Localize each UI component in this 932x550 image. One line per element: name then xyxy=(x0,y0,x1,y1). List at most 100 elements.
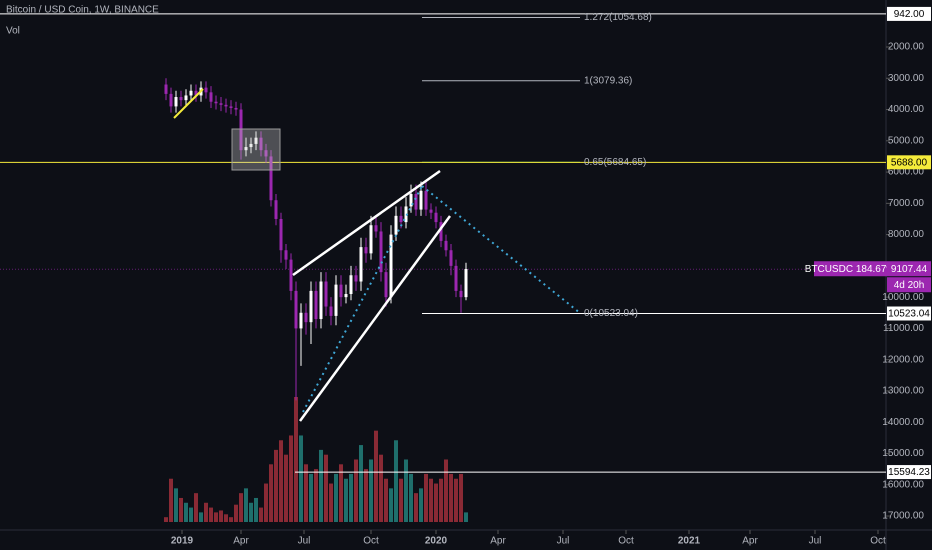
x-tick-label: Jul xyxy=(557,536,570,547)
candle-body xyxy=(439,222,443,241)
y-tick-label: 13000.00 xyxy=(882,386,924,397)
x-tick-label: Oct xyxy=(870,536,886,547)
volume-bar xyxy=(244,488,248,522)
candle-body xyxy=(219,103,223,105)
x-tick-label: Jul xyxy=(809,536,822,547)
volume-bar xyxy=(184,502,188,522)
candle-body xyxy=(344,294,348,298)
candle-body xyxy=(449,250,453,266)
drawings xyxy=(173,88,581,422)
candle-body xyxy=(399,215,403,223)
countdown-label: 4d 20h xyxy=(894,280,925,291)
volume-bar xyxy=(279,440,283,522)
candle-body xyxy=(274,200,278,219)
fib-label: 0.65(5684.65) xyxy=(584,157,646,168)
candle-body xyxy=(364,247,368,254)
volume-label: Vol xyxy=(6,26,20,37)
fib-label: 1(3079.36) xyxy=(584,75,632,86)
candle-body xyxy=(239,109,243,151)
volume-bar xyxy=(314,469,318,522)
candle-body xyxy=(299,312,303,329)
candle-body xyxy=(384,272,388,298)
candle-body xyxy=(379,231,383,273)
y-tick-label: 2000.00 xyxy=(888,42,925,53)
volume-bar xyxy=(169,478,173,522)
candle-body xyxy=(224,104,228,107)
volume-bar xyxy=(259,507,263,522)
fib-label: 1.272(1054.68) xyxy=(584,12,652,23)
candle-body xyxy=(389,234,393,298)
candle-body xyxy=(269,156,273,201)
x-tick-label: 2021 xyxy=(678,536,701,547)
candle-body xyxy=(324,281,328,307)
price-label-box xyxy=(887,306,931,321)
volume-bar xyxy=(254,497,258,522)
trend-line xyxy=(173,88,204,119)
volume-bar xyxy=(289,435,293,522)
volume-bar xyxy=(304,464,308,522)
x-tick-label: Apr xyxy=(742,536,758,547)
candle-body xyxy=(309,290,313,323)
candle-body xyxy=(264,150,268,157)
candle-body xyxy=(169,93,173,107)
x-tick-label: Apr xyxy=(490,536,506,547)
candle-body xyxy=(349,275,353,295)
x-tick-label: Apr xyxy=(233,536,249,547)
y-tick-label: 5000.00 xyxy=(888,135,925,146)
trend-line xyxy=(292,169,441,277)
price-label: 942.00 xyxy=(894,9,925,20)
volume-bar xyxy=(339,464,343,522)
volume-bar xyxy=(284,454,288,522)
volume-bar xyxy=(249,502,253,522)
volume-bar xyxy=(379,454,383,522)
candle-body xyxy=(229,106,233,108)
candle-body xyxy=(334,284,338,316)
price-label: 5688.00 xyxy=(891,157,928,168)
volume-bar xyxy=(319,449,323,522)
price-label: 10523.04 xyxy=(888,309,930,320)
candle-body xyxy=(434,212,438,223)
trend-line xyxy=(298,215,452,422)
dotted-line xyxy=(302,185,423,413)
countdown-box xyxy=(887,277,931,293)
volume-bar xyxy=(239,493,243,522)
y-tick-label: 15000.00 xyxy=(882,448,924,459)
candle-body xyxy=(164,84,168,94)
volume-bar xyxy=(309,473,313,522)
candle-body xyxy=(234,107,238,110)
price-label-box xyxy=(887,155,931,170)
y-tick-label: 10000.00 xyxy=(882,292,924,303)
candle-body xyxy=(179,97,183,101)
volume-bar xyxy=(439,478,443,522)
volume-bar xyxy=(204,502,208,522)
candle-body xyxy=(244,147,248,151)
y-tick-label: 16000.00 xyxy=(882,479,924,490)
volume-bar xyxy=(404,459,408,522)
volume-bar xyxy=(179,497,183,522)
volume-bar xyxy=(344,478,348,522)
volume-bar xyxy=(164,517,168,522)
volume-bar xyxy=(444,459,448,522)
volume-bar xyxy=(194,493,198,522)
y-tick-label: 17000.00 xyxy=(882,511,924,522)
volume-bar xyxy=(189,507,193,522)
candle-body xyxy=(304,312,308,323)
volume-bar xyxy=(374,430,378,522)
y-tick-label: 12000.00 xyxy=(882,354,924,365)
volume-bar xyxy=(419,488,423,522)
candle-body xyxy=(339,284,343,298)
y-tick-label: 7000.00 xyxy=(888,198,925,209)
candle-body xyxy=(394,215,398,235)
candle-body xyxy=(369,225,373,254)
candle-body xyxy=(214,101,218,104)
candle-body xyxy=(374,225,378,232)
candle-body xyxy=(454,265,458,291)
y-tick-label: 3000.00 xyxy=(888,73,925,84)
candle-body xyxy=(284,250,288,260)
candle-body xyxy=(184,95,188,101)
x-tick-label: 2019 xyxy=(171,536,194,547)
volume-bar xyxy=(449,473,453,522)
candle-body xyxy=(429,209,433,213)
volume-bar xyxy=(324,454,328,522)
